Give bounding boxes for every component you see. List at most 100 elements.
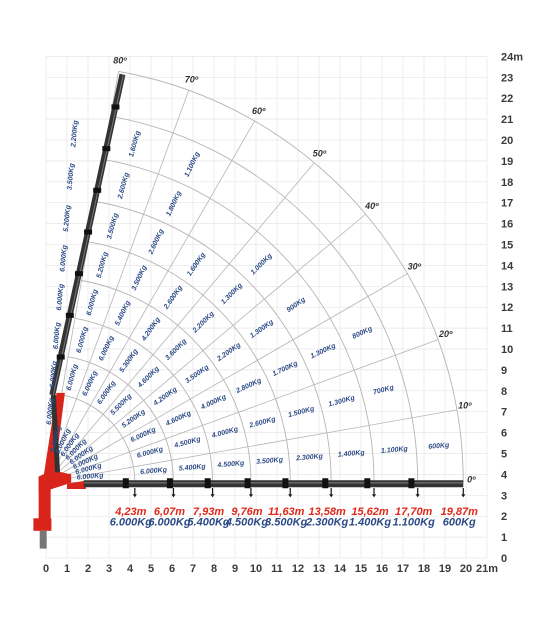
y-tick-label: 13 xyxy=(501,281,513,293)
angle-ray xyxy=(45,90,190,483)
load-capacity-label: 3.500Kg xyxy=(256,457,284,466)
y-tick-label: 12 xyxy=(501,302,513,314)
reach-value: 11,63m xyxy=(268,506,305,518)
capacity-value: 6.000Kg xyxy=(110,517,152,529)
x-tick-label: 11 xyxy=(271,563,283,575)
hook-arrow xyxy=(461,494,466,498)
capacity-value: 4.500Kg xyxy=(225,517,268,529)
y-tick-label: 8 xyxy=(501,386,507,398)
load-capacity-label: 1.300Kg xyxy=(249,318,276,340)
reach-value: 7,93m xyxy=(193,506,224,518)
load-capacity-label: 3.500Kg xyxy=(184,364,211,386)
angle-label-80: 80º xyxy=(113,56,127,66)
angle-label-40: 40º xyxy=(364,201,379,211)
load-capacity-label: 700Kg xyxy=(372,384,395,396)
x-tick-label: 6 xyxy=(169,563,175,575)
crane-base xyxy=(33,518,52,531)
x-tick-label: 9 xyxy=(232,563,238,575)
load-capacity-label: 1.700Kg xyxy=(272,360,300,378)
load-capacity-label: 6.000Kg xyxy=(98,334,116,362)
load-capacity-label: 5.200Kg xyxy=(63,204,72,232)
load-capacity-label: 6.000Kg xyxy=(49,360,58,388)
hook-arrow xyxy=(171,494,176,498)
load-capacity-label: 4.500Kg xyxy=(173,436,202,450)
load-capacity-label: 4.500Kg xyxy=(216,460,245,469)
x-tick-label: 0 xyxy=(43,563,49,575)
y-tick-label: 10 xyxy=(501,344,513,356)
boom-section-joint xyxy=(56,354,65,360)
x-tick-label: 21m xyxy=(476,563,498,575)
x-tick-label: 15 xyxy=(355,563,367,575)
load-capacity-label: 5.200Kg xyxy=(96,250,110,278)
boom-section-joint xyxy=(74,271,83,277)
y-tick-label: 22 xyxy=(501,93,513,105)
load-capacity-label: 2.200Kg xyxy=(191,310,216,335)
capacity-value: 2.300Kg xyxy=(305,517,348,529)
angle-label-10: 10º xyxy=(458,400,472,410)
x-tick-label: 5 xyxy=(148,563,154,575)
load-capacity-label: 2.200Kg xyxy=(70,119,79,148)
load-capacity-label: 4.000Kg xyxy=(199,393,228,411)
boom-section-joint xyxy=(204,478,211,489)
crane-boom-raised xyxy=(49,73,126,396)
crane-boom-raised-stripe xyxy=(52,74,124,396)
bottom-reach-table: 4,23m6.000Kg6,07m6.000Kg7,93m5.400Kg9,76… xyxy=(110,506,478,528)
crane-boom-lower xyxy=(50,394,61,473)
load-capacity-label: 4.600Kg xyxy=(136,365,161,390)
load-capacity-label: 2.800Kg xyxy=(234,377,263,395)
y-tick-label: 2 xyxy=(501,511,507,523)
load-capacity-label: 6.000Kg xyxy=(66,363,80,391)
load-capacity-label: 1.400Kg xyxy=(338,449,366,458)
angle-ray xyxy=(45,120,255,483)
y-tick-label: 3 xyxy=(501,490,507,502)
axis-labels: 0 1 2 3 4 5 6 7 8 9 10 11 12 13 14 15 16 17 18 19 20 21m01234… xyxy=(43,51,523,575)
x-tick-label: 12 xyxy=(292,563,304,575)
boom-section-joint xyxy=(322,478,329,489)
load-capacity-label: 6.000Kg xyxy=(96,379,118,406)
x-tick-label: 2 xyxy=(85,563,91,575)
x-tick-label: 14 xyxy=(334,563,347,575)
load-capacity-label: 6.000Kg xyxy=(76,325,90,353)
y-tick-label: 0 xyxy=(501,553,507,565)
angle-ray xyxy=(45,213,366,483)
hook-arrow xyxy=(372,494,377,498)
hook-arrow xyxy=(288,494,293,498)
hook-arrow xyxy=(132,494,137,498)
boom-section-joint xyxy=(84,229,93,235)
capacity-value: 6.000Kg xyxy=(148,517,190,529)
load-capacity-label: 1.600Kg xyxy=(186,251,208,278)
load-capacity-label: 900Kg xyxy=(286,296,308,314)
load-capacity-label: 6.000Kg xyxy=(56,283,65,311)
load-capacity-label: 4.200Kg xyxy=(152,386,179,408)
load-capacity-label: 4.600Kg xyxy=(164,410,193,428)
load-capacity-label: 1.000Kg xyxy=(250,252,274,276)
load-capacity-label: 2.300Kg xyxy=(295,453,324,462)
reach-value: 6,07m xyxy=(154,506,185,518)
y-tick-label: 15 xyxy=(501,240,513,252)
x-tick-label: 18 xyxy=(418,563,430,575)
y-tick-label: 20 xyxy=(501,135,513,147)
load-capacity-label: 6.000Kg xyxy=(140,467,168,476)
x-tick-label: 17 xyxy=(397,563,409,575)
angle-ray xyxy=(45,339,439,483)
capacity-value: 600Kg xyxy=(443,517,476,529)
load-capacity-label: 6.000Kg xyxy=(59,244,68,272)
hook-arrow xyxy=(415,494,420,498)
angle-ray xyxy=(45,162,315,483)
x-tick-label: 8 xyxy=(211,563,217,575)
load-capacity-label: 3.600Kg xyxy=(164,337,188,361)
y-tick-label: 18 xyxy=(501,177,513,189)
angle-label-50: 50º xyxy=(313,149,327,159)
y-tick-label: 11 xyxy=(501,323,513,335)
x-tick-label: 13 xyxy=(313,563,325,575)
y-tick-label: 1 xyxy=(501,532,507,544)
y-tick-label: 6 xyxy=(501,428,507,440)
load-capacity-label: 2.600Kg xyxy=(248,416,277,430)
hook-arrow xyxy=(210,494,215,498)
hook-arrow xyxy=(329,494,334,498)
x-tick-label: 1 xyxy=(64,563,70,575)
crane-joint xyxy=(67,480,86,490)
angle-ray xyxy=(45,409,458,483)
